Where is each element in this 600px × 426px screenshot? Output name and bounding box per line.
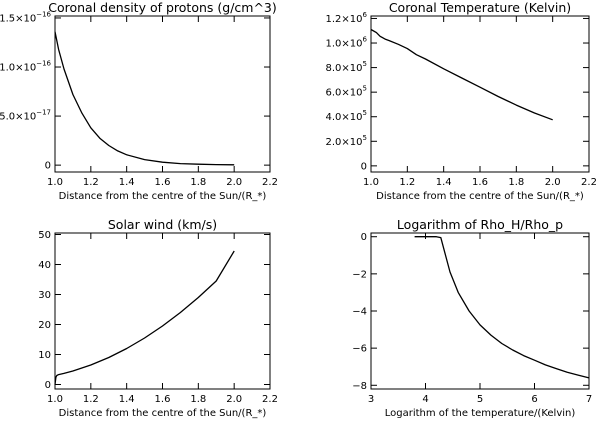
wind-y-tick-mantissa: 20 bbox=[38, 320, 51, 331]
temperature-y-tick-exponent: 5 bbox=[363, 134, 367, 142]
temperature-x-tick-label: 1.0 bbox=[363, 177, 379, 188]
wind-x-tick-label: 1.8 bbox=[190, 394, 206, 405]
temperature-plot-frame bbox=[370, 15, 590, 173]
wind-x-tick-label: 1.2 bbox=[83, 394, 99, 405]
temperature-chart-title: Coronal Temperature (Kelvin) bbox=[389, 0, 571, 15]
rho-x-tick-label: 7 bbox=[586, 394, 592, 405]
rho-x-tick-label: 6 bbox=[531, 394, 537, 405]
wind-x-tick-label: 1.0 bbox=[47, 394, 63, 405]
temperature-x-tick-label: 1.2 bbox=[399, 177, 415, 188]
density-y-tick-exponent: −17 bbox=[36, 109, 51, 117]
temperature-x-tick-label: 2.0 bbox=[545, 177, 561, 188]
density-x-tick-label: 1.6 bbox=[155, 177, 171, 188]
temperature-series-line bbox=[370, 28, 553, 121]
rho-chart: Logarithm of Rho_H/Rho_p 3 4 5 6 7 −8 −6 −4 −2 0 Lo… bbox=[352, 217, 592, 419]
density-x-tick-label: 1.8 bbox=[190, 177, 206, 188]
density-series-line bbox=[54, 31, 235, 166]
density-x-tick-label: 1.2 bbox=[83, 177, 99, 188]
wind-chart: Solar wind (km/s) 1.0 1.2 1.4 1.6 1.8 2.0 2.2 0 1… bbox=[38, 217, 278, 419]
density-x-tick-label: 1.4 bbox=[119, 177, 135, 188]
temperature-x-tick-label: 2.2 bbox=[581, 177, 597, 188]
temperature-y-tick-label: 0 bbox=[361, 161, 367, 172]
temperature-y-tick-label: 2.0×105 bbox=[326, 134, 367, 148]
temperature-y-tick-mantissa: 1.2×10 bbox=[326, 14, 363, 25]
temperature-x-tick-label: 1.6 bbox=[472, 177, 488, 188]
temperature-y-tick-mantissa: 0 bbox=[361, 161, 367, 172]
rho-series-line bbox=[414, 236, 590, 379]
density-plot-frame bbox=[54, 15, 271, 173]
wind-y-tick-label: 0 bbox=[45, 380, 51, 391]
wind-x-tick-label: 2.0 bbox=[226, 394, 242, 405]
density-x-tick-label: 2.0 bbox=[226, 177, 242, 188]
density-x-axis-label: Distance from the centre of the Sun/(R_*… bbox=[59, 191, 267, 202]
density-y-tick-exponent: −16 bbox=[36, 60, 51, 68]
wind-y-tick-mantissa: 30 bbox=[38, 290, 51, 301]
rho-y-tick-label: −2 bbox=[352, 269, 367, 280]
temperature-y-tick-label: 1.2×106 bbox=[326, 11, 368, 25]
temperature-y-tick-exponent: 6 bbox=[363, 11, 368, 19]
temperature-y-tick-label: 8.0×105 bbox=[326, 60, 367, 74]
density-y-tick-label: 1.0×10−16 bbox=[0, 60, 52, 74]
wind-y-tick-label: 30 bbox=[38, 290, 51, 301]
density-x-tick-label: 2.2 bbox=[262, 177, 278, 188]
wind-y-tick-label: 40 bbox=[38, 260, 51, 271]
wind-y-tick-mantissa: 50 bbox=[38, 230, 51, 241]
density-y-tick-exponent: −16 bbox=[36, 10, 51, 18]
density-chart-title: Coronal density of protons (g/cm^3) bbox=[48, 0, 277, 15]
rho-y-tick-mantissa: −2 bbox=[352, 269, 367, 280]
rho-y-tick-mantissa: −4 bbox=[352, 307, 367, 318]
wind-x-tick-label: 1.6 bbox=[155, 394, 171, 405]
rho-x-tick-label: 5 bbox=[477, 394, 483, 405]
density-y-tick-mantissa: 1.5×10 bbox=[0, 13, 36, 24]
wind-series-line bbox=[54, 250, 235, 385]
density-y-tick-mantissa: 0 bbox=[45, 161, 51, 172]
temperature-y-tick-mantissa: 6.0×10 bbox=[326, 88, 363, 99]
rho-x-axis-label: Logarithm of the temperature/(Kelvin) bbox=[385, 408, 576, 419]
density-y-tick-label: 1.5×10−16 bbox=[0, 10, 52, 24]
rho-x-tick-label: 3 bbox=[368, 394, 374, 405]
temperature-x-tick-label: 1.8 bbox=[508, 177, 524, 188]
temperature-y-tick-mantissa: 4.0×10 bbox=[326, 112, 363, 123]
rho-y-tick-label: 0 bbox=[361, 232, 367, 243]
rho-plot-frame bbox=[370, 232, 590, 390]
temperature-y-tick-label: 6.0×105 bbox=[326, 85, 367, 99]
temperature-y-tick-exponent: 5 bbox=[363, 85, 367, 93]
rho-y-tick-label: −4 bbox=[352, 307, 367, 318]
rho-y-tick-mantissa: 0 bbox=[361, 232, 367, 243]
rho-y-tick-mantissa: −8 bbox=[352, 381, 367, 392]
wind-y-tick-label: 10 bbox=[38, 350, 51, 361]
density-y-tick-label: 0 bbox=[45, 161, 51, 172]
temperature-y-tick-exponent: 5 bbox=[363, 109, 367, 117]
wind-x-axis-label: Distance from the centre of the Sun/(R_*… bbox=[59, 408, 267, 419]
temperature-chart: Coronal Temperature (Kelvin) 1.0 1.2 1.4 1.6… bbox=[326, 0, 597, 202]
wind-chart-title: Solar wind (km/s) bbox=[108, 217, 217, 232]
wind-y-tick-mantissa: 10 bbox=[38, 350, 51, 361]
wind-y-tick-mantissa: 40 bbox=[38, 260, 51, 271]
temperature-y-tick-mantissa: 8.0×10 bbox=[326, 63, 363, 74]
wind-x-tick-label: 1.4 bbox=[119, 394, 135, 405]
density-y-tick-mantissa: 5.0×10 bbox=[0, 112, 36, 123]
temperature-y-tick-mantissa: 2.0×10 bbox=[326, 137, 363, 148]
temperature-y-tick-exponent: 6 bbox=[363, 36, 368, 44]
rho-chart-title: Logarithm of Rho_H/Rho_p bbox=[397, 217, 563, 232]
density-y-tick-mantissa: 1.0×10 bbox=[0, 63, 36, 74]
rho-y-tick-mantissa: −6 bbox=[352, 344, 367, 355]
wind-x-tick-label: 2.2 bbox=[262, 394, 278, 405]
temperature-y-tick-exponent: 5 bbox=[363, 60, 367, 68]
temperature-x-axis-label: Distance from the centre of the Sun/(R_*… bbox=[376, 191, 584, 202]
temperature-y-tick-label: 1.0×106 bbox=[326, 36, 368, 50]
rho-x-tick-label: 4 bbox=[422, 394, 428, 405]
density-chart: Coronal density of protons (g/cm^3) 1.0 1.… bbox=[0, 0, 278, 202]
temperature-y-tick-mantissa: 1.0×10 bbox=[326, 39, 363, 50]
temperature-y-tick-label: 4.0×105 bbox=[326, 109, 367, 123]
density-x-tick-label: 1.0 bbox=[47, 177, 63, 188]
temperature-x-tick-label: 1.4 bbox=[436, 177, 452, 188]
wind-y-tick-label: 20 bbox=[38, 320, 51, 331]
wind-y-tick-label: 50 bbox=[38, 230, 51, 241]
density-y-tick-label: 5.0×10−17 bbox=[0, 109, 51, 123]
wind-y-tick-mantissa: 0 bbox=[45, 380, 51, 391]
rho-y-tick-label: −6 bbox=[352, 344, 367, 355]
rho-y-tick-label: −8 bbox=[352, 381, 367, 392]
